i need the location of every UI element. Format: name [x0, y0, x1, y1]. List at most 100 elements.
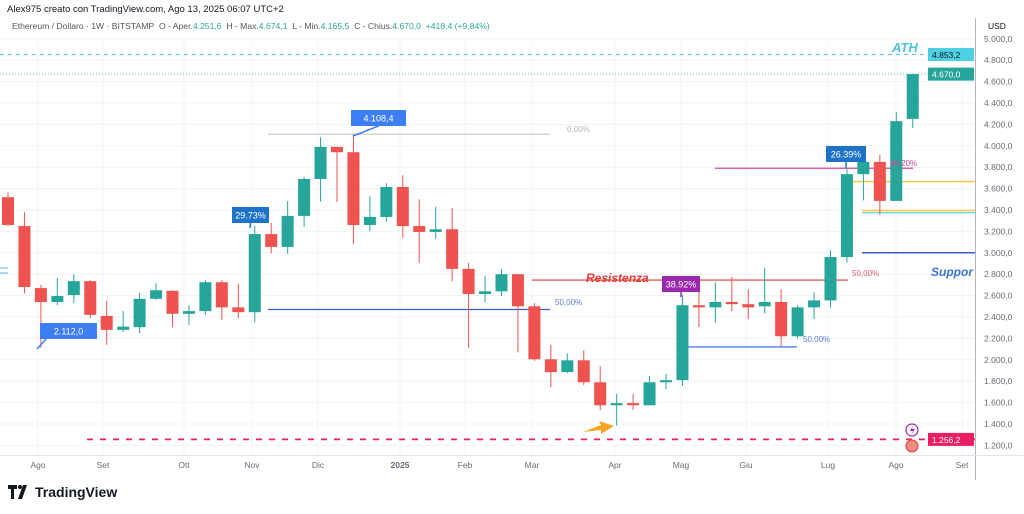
ath-price-label: 4.853,2 — [932, 50, 961, 60]
candle-down — [544, 359, 557, 373]
fib-50-label: 50,00% — [555, 298, 582, 307]
y-tick-label: 2.200,0 — [984, 333, 1013, 343]
candle-up — [791, 307, 804, 337]
candle-down — [413, 226, 426, 232]
candle-up — [610, 403, 623, 406]
candle-down — [347, 152, 360, 225]
open-label: O - Aper. — [158, 21, 193, 31]
y-tick-label: 1.800,0 — [984, 376, 1013, 386]
candle-up — [150, 290, 163, 299]
candle-up — [857, 161, 870, 175]
candle-down — [692, 305, 705, 308]
y-tick-label: 4.200,0 — [984, 119, 1013, 129]
tradingview-logo[interactable]: TradingView — [8, 484, 117, 500]
candle-down — [446, 229, 459, 269]
candle-up — [281, 215, 294, 247]
candle-up — [495, 274, 508, 292]
x-tick-label: Ago — [30, 460, 45, 470]
y-tick-label: 2.400,0 — [984, 312, 1013, 322]
low-line-price-label-bg — [928, 432, 974, 446]
candle-down — [166, 290, 179, 314]
candle-down — [2, 197, 14, 225]
y-tick-label: 2.800,0 — [984, 269, 1013, 279]
y-tick-label: 2.600,0 — [984, 291, 1013, 301]
candle-down — [232, 307, 245, 313]
candle-down — [528, 306, 541, 360]
high-callout: 4.108,4 — [363, 114, 393, 124]
symbol-legend: Ethereum / Dollaro · 1W · BITSTAMP O - A… — [12, 21, 490, 31]
us-flag-icon — [905, 439, 919, 453]
candle-up — [182, 311, 195, 314]
pct-badge-1-pointer — [249, 222, 252, 229]
candle-down — [725, 302, 738, 305]
currency-label: USD — [988, 21, 1006, 31]
candle-up — [808, 300, 821, 308]
x-tick-label: Ott — [178, 460, 190, 470]
low-callout-pointer — [36, 338, 47, 350]
high-label: H - Max. — [226, 21, 259, 31]
low-value: 4.165,5 — [320, 21, 350, 31]
y-tick-label: 4.400,0 — [984, 98, 1013, 108]
candle-up — [660, 380, 672, 383]
pct-badge-1: 29.73% — [235, 211, 266, 221]
y-tick-label: 4.000,0 — [984, 141, 1013, 151]
candle-up — [67, 281, 80, 296]
candle-down — [84, 281, 97, 315]
low-callout: 2.112,0 — [54, 327, 83, 337]
candle-up — [561, 360, 574, 373]
candle-up — [133, 298, 146, 328]
candle-down — [215, 282, 228, 308]
x-tick-label: 2025 — [391, 460, 410, 470]
candle-up — [890, 121, 903, 201]
x-tick-label: Nov — [244, 460, 260, 470]
footer-brand: TradingView — [35, 484, 118, 500]
pct-badge-3: 26.39% — [831, 150, 862, 160]
candle-down — [594, 382, 607, 406]
support-label: Suppor — [931, 265, 974, 279]
candle-up — [314, 146, 327, 179]
resistance-label: Resistenza — [586, 271, 649, 285]
last-price-label-bg — [928, 67, 974, 81]
lightning-glyph-icon — [910, 426, 915, 435]
x-tick-label: Lug — [821, 460, 835, 470]
x-tick-label: Apr — [608, 460, 621, 470]
x-tick-label: Mag — [673, 460, 690, 470]
x-tick-label: Dic — [312, 460, 325, 470]
candle-up — [298, 178, 311, 216]
candle-down — [577, 360, 590, 383]
candle-down — [873, 161, 886, 201]
candle-up — [199, 282, 212, 312]
fib-50-label-2: 50,00% — [852, 269, 879, 278]
candle-down — [18, 226, 31, 288]
y-tick-label: 1.600,0 — [984, 398, 1013, 408]
x-tick-label: Set — [956, 460, 969, 470]
pct-badge-1-box — [232, 207, 269, 223]
x-tick-label: Feb — [458, 460, 473, 470]
candle-down — [627, 403, 640, 406]
y-tick-label: 4.800,0 — [984, 55, 1013, 65]
y-tick-label: 5.000,0 — [984, 34, 1013, 44]
candle-down — [100, 315, 113, 330]
x-tick-label: Mar — [525, 460, 540, 470]
ath-price-label-bg — [928, 48, 974, 62]
candle-down — [511, 274, 524, 307]
fib-0-label: 0,00% — [567, 125, 590, 134]
y-tick-label: 1.200,0 — [984, 440, 1013, 450]
symbol-name[interactable]: Ethereum / Dollaro · 1W · BITSTAMP — [12, 21, 155, 31]
low-callout-box — [40, 323, 97, 339]
high-callout-box — [351, 110, 406, 126]
ath-label: ATH — [891, 40, 918, 55]
x-tick-label: Giu — [739, 460, 753, 470]
pct-badge-2: 38.92% — [666, 280, 697, 290]
candle-up — [117, 326, 130, 330]
y-tick-label: 3.400,0 — [984, 205, 1013, 215]
x-tick-label: Set — [97, 460, 110, 470]
candle-up — [676, 305, 689, 381]
price-chart[interactable]: 5.000,0 4.800,0 4.600,0 4.400,0 4.200,0 4.000… — [0, 0, 1024, 480]
low-label: L - Min. — [292, 21, 321, 31]
close-label: C - Chius. — [354, 21, 393, 31]
pct-badge-3-box — [826, 146, 866, 162]
candle-up — [709, 302, 722, 308]
last-price-label: 4.670,0 — [932, 70, 961, 80]
change-value: +418,4 (+9,84%) — [425, 21, 490, 31]
